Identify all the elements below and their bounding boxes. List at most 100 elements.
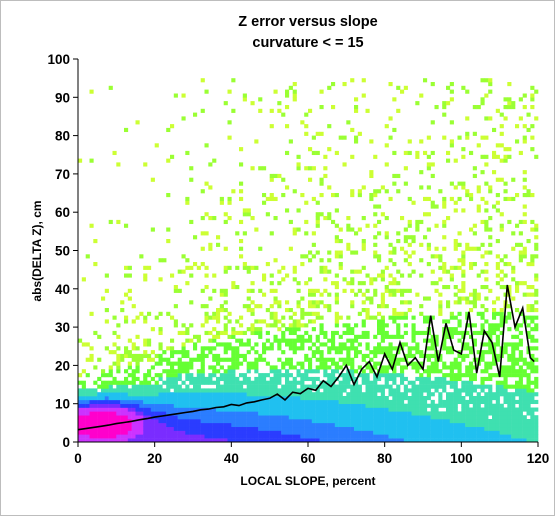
density-cell [361, 78, 366, 83]
density-cell [511, 334, 516, 339]
density-cell [453, 185, 458, 190]
density-cell [112, 438, 117, 443]
density-cell [423, 369, 428, 374]
density-cell [530, 85, 535, 90]
density-cell [446, 300, 451, 305]
density-cell [246, 392, 251, 397]
density-cell [476, 185, 481, 190]
density-cell [530, 396, 535, 401]
density-cell [304, 438, 309, 443]
density-cell [534, 277, 539, 282]
density-cell [522, 177, 527, 182]
density-cell [449, 97, 454, 102]
density-cell [158, 373, 163, 378]
density-cell [250, 384, 255, 389]
density-cell [530, 426, 535, 431]
density-cell [407, 219, 412, 225]
density-cell [526, 399, 531, 405]
density-cell [388, 434, 393, 439]
density-cell [112, 376, 117, 382]
density-cell [292, 269, 297, 274]
density-cell [288, 419, 293, 424]
density-cell [127, 411, 132, 416]
density-cell [166, 438, 171, 443]
density-cell [346, 357, 351, 362]
density-cell [101, 411, 106, 416]
density-cell [438, 311, 443, 316]
density-cell [354, 392, 359, 397]
density-cell [246, 350, 251, 355]
density-cell [495, 384, 500, 389]
density-cell [269, 231, 274, 236]
density-cell [350, 369, 355, 374]
density-cell [388, 388, 393, 393]
density-cell [438, 434, 443, 439]
density-cell [173, 373, 178, 378]
density-cell [143, 388, 148, 393]
density-cell [495, 193, 500, 198]
density-cell [319, 353, 324, 359]
density-cell [154, 411, 159, 416]
density-cell [246, 380, 251, 385]
density-cell [242, 380, 247, 385]
density-cell [484, 262, 489, 267]
density-cell [262, 277, 267, 282]
density-cell [300, 311, 305, 316]
density-cell [415, 150, 420, 156]
density-cell [124, 384, 129, 389]
density-cell [262, 384, 267, 389]
density-cell [147, 392, 152, 397]
density-cell [354, 135, 359, 140]
density-cell [170, 365, 175, 370]
density-cell [246, 403, 251, 408]
density-cell [304, 323, 309, 328]
density-cell [380, 319, 385, 324]
density-cell [361, 353, 366, 359]
density-cell [400, 407, 405, 412]
density-cell [189, 403, 194, 408]
density-cell [120, 396, 125, 401]
density-cell [120, 430, 125, 435]
density-cell [453, 399, 458, 405]
density-cell [143, 265, 148, 270]
density-cell [300, 422, 305, 428]
density-cell [480, 384, 485, 389]
density-cell [388, 288, 393, 293]
density-cell [396, 311, 401, 316]
density-cell [147, 338, 152, 343]
density-cell [212, 415, 217, 420]
density-cell [189, 415, 194, 420]
density-cell [438, 438, 443, 443]
density-cell [488, 334, 493, 339]
density-cell [534, 300, 539, 305]
density-cell [216, 384, 221, 389]
density-cell [365, 434, 370, 439]
density-cell [311, 376, 316, 382]
density-cell [411, 338, 416, 343]
density-cell [120, 399, 125, 405]
density-cell [350, 426, 355, 431]
density-cell [495, 438, 500, 443]
density-cell [407, 308, 412, 313]
density-cell [239, 342, 244, 347]
density-cell [480, 399, 485, 405]
density-cell [495, 177, 500, 182]
density-cell [143, 415, 148, 420]
density-cell [503, 419, 508, 424]
density-cell [219, 426, 224, 431]
density-cell [104, 388, 109, 393]
density-cell [254, 361, 259, 366]
density-cell [216, 334, 221, 339]
density-cell [334, 438, 339, 443]
density-cell [495, 353, 500, 359]
density-cell [124, 392, 129, 397]
density-cell [530, 434, 535, 439]
density-cell [380, 315, 385, 320]
density-cell [334, 430, 339, 435]
density-cell [315, 212, 320, 217]
density-cell [400, 396, 405, 401]
density-cell [120, 384, 125, 389]
density-cell [327, 388, 332, 393]
density-cell [304, 200, 309, 205]
